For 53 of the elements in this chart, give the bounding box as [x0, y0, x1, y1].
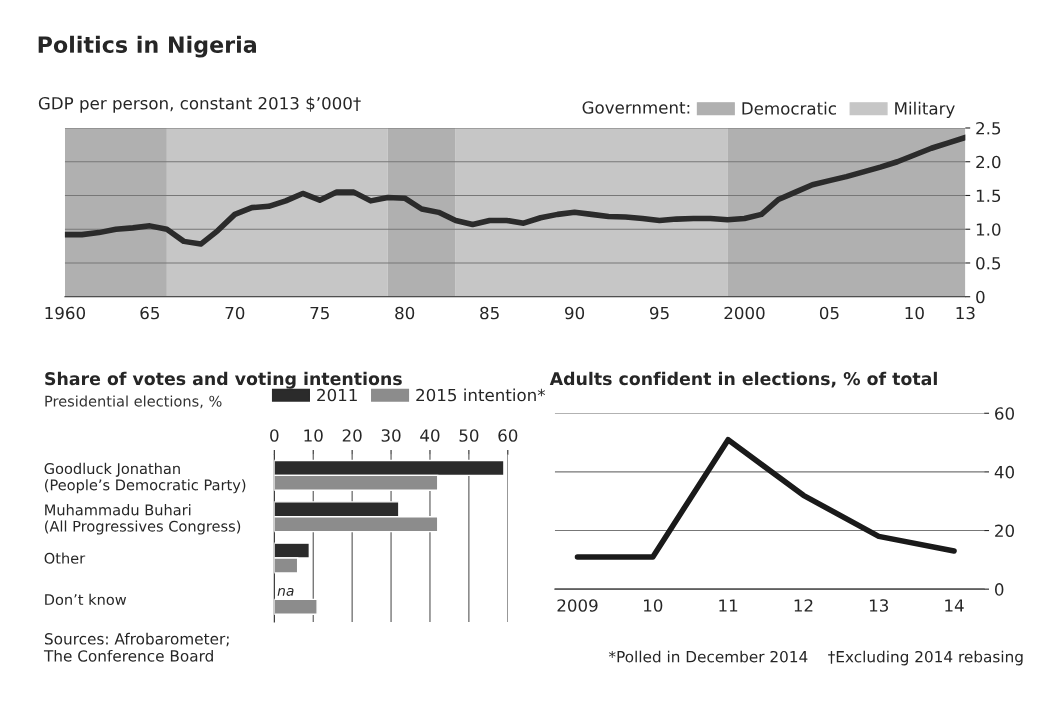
- x-tick-label: 30: [381, 429, 401, 442]
- text: Presidential elections, %: [45, 395, 222, 409]
- x-tick-label: 13: [956, 306, 975, 320]
- bar: [274, 598, 318, 615]
- x-tick-label: 95: [649, 306, 669, 320]
- x-tick-label: 12: [794, 599, 813, 612]
- x-tick-label: 20: [342, 429, 362, 442]
- legend-label: 2015 intention*: [416, 388, 546, 402]
- y-tick-label: 40: [994, 465, 1014, 479]
- y-tick-label: 0: [976, 290, 985, 304]
- x-tick-label: 10: [644, 599, 663, 612]
- y-tick-label: 1.0: [976, 223, 1001, 236]
- chart-subtitle: GDP per person, constant 2013 $’000†: [38, 96, 361, 113]
- x-tick-label: 60: [498, 429, 518, 442]
- legend-label: Democratic: [742, 101, 836, 115]
- x-tick-label: 14: [945, 599, 964, 612]
- x-tick-label: 10: [905, 306, 924, 320]
- legend-label: 2011: [317, 388, 357, 402]
- legend-title: Government:: [582, 101, 690, 114]
- text: *Polled in December 2014 †Excluding 2014 rebasing: [608, 650, 1023, 666]
- y-tick-label: 2.5: [976, 121, 1001, 135]
- x-tick-label: 0: [270, 429, 279, 442]
- x-tick-label: 85: [480, 306, 499, 320]
- y-tick-label: 60: [995, 407, 1014, 420]
- y-tick-label: Other: [44, 552, 86, 564]
- x-tick-label: 2009: [557, 599, 598, 612]
- y-tick-label: Goodluck Jonathan (People’s Democratic Party): [44, 462, 246, 494]
- chart-title: Adults confident in elections, % of total: [549, 371, 937, 388]
- chart-title: Share of votes and voting intentions: [45, 371, 402, 389]
- x-tick-label: 40: [420, 429, 440, 442]
- x-tick-label: 13: [869, 599, 889, 612]
- y-tick-label: 2.0: [976, 155, 1001, 169]
- x-tick-label: 2000: [724, 306, 765, 320]
- x-tick-label: 1960: [45, 306, 86, 320]
- x-tick-label: 90: [565, 306, 585, 320]
- y-tick-label: Muhammadu Buhari (All Progressives Congress): [45, 504, 241, 535]
- source-note: Sources: Afrobarometer; The Conference Board: [43, 632, 229, 662]
- y-tick-label: 1.5: [976, 189, 1001, 203]
- x-tick-label: 80: [395, 306, 415, 320]
- y-tick-label: 0: [995, 583, 1004, 596]
- x-tick-label: 70: [225, 306, 245, 320]
- x-tick-label: 05: [819, 306, 839, 320]
- x-tick-label: 65: [140, 306, 160, 320]
- x-tick-label: 50: [459, 429, 479, 442]
- y-tick-label: Don’t know: [45, 593, 127, 606]
- legend-label: Military: [895, 101, 955, 118]
- chart-title: Politics in Nigeria: [38, 35, 256, 58]
- y-tick-label: 20: [995, 524, 1014, 538]
- x-tick-label: 75: [310, 306, 329, 320]
- x-tick-label: 11: [719, 599, 738, 612]
- y-tick-label: 0.5: [976, 256, 1001, 270]
- x-tick-label: 10: [304, 429, 323, 442]
- annotation: na: [277, 587, 294, 596]
